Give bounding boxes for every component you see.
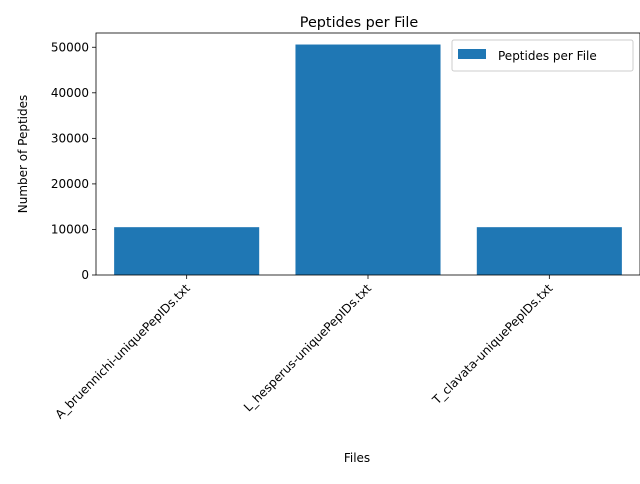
x-axis: A_bruennichi-uniquePepIDs.txt L_hesperus-… <box>52 275 556 422</box>
y-tick-label: 40000 <box>51 86 89 100</box>
y-axis: 0 10000 20000 30000 40000 50000 <box>51 40 96 282</box>
y-tick-label: 30000 <box>51 131 89 145</box>
legend: Peptides per File <box>451 39 634 72</box>
y-tick-label: 0 <box>81 268 89 282</box>
x-tick-label: L_hesperus-uniquePepIDs.txt <box>241 281 374 414</box>
legend-frame <box>451 39 634 72</box>
legend-label: Peptides per File <box>498 49 597 63</box>
plot-area-frame <box>95 32 640 276</box>
bar-2 <box>295 44 441 276</box>
bar-1 <box>114 227 260 275</box>
x-tick-label: T_clavata-uniquePepIDs.txt <box>429 281 556 408</box>
x-tick-label: A_bruennichi-uniquePepIDs.txt <box>52 281 193 422</box>
bar-3 <box>476 227 622 275</box>
x-axis-label: Files <box>344 451 370 465</box>
chart-title: Peptides per File <box>300 15 419 31</box>
legend-swatch <box>458 49 486 59</box>
y-tick-label: 10000 <box>51 222 89 236</box>
y-axis-label: Number of Peptides <box>16 95 30 214</box>
y-tick-label: 20000 <box>51 177 89 191</box>
bars-group <box>114 44 622 276</box>
y-tick-label: 50000 <box>51 40 89 54</box>
